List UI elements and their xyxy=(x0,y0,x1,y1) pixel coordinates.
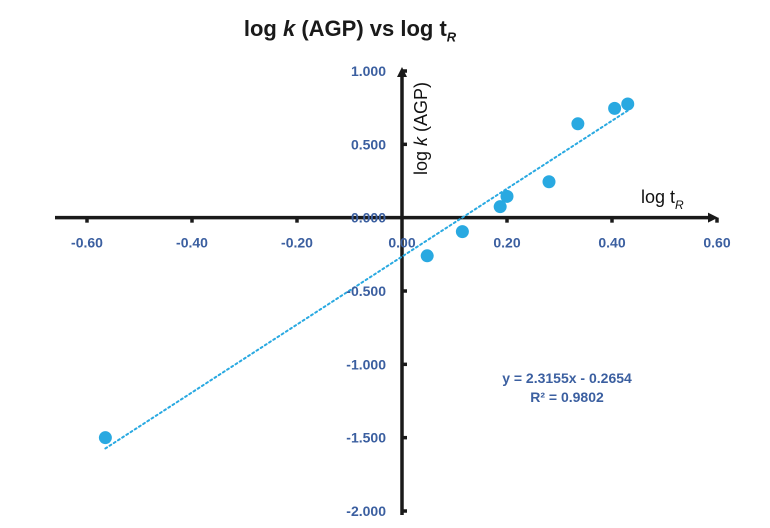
y-tick-label: -1.000 xyxy=(346,356,386,372)
y-tick-label: -2.000 xyxy=(346,503,386,519)
data-point xyxy=(500,189,514,203)
r-squared-label: R² = 0.9802 xyxy=(530,389,604,405)
x-tick-label: -0.20 xyxy=(281,235,313,251)
chart-title: log k (AGP) vs log tR xyxy=(243,16,457,45)
y-tick-label: -0.500 xyxy=(346,283,386,299)
x-tick-label: 0.00 xyxy=(388,235,415,251)
y-tick-label: 1.000 xyxy=(351,63,386,79)
x-axis-label: log tR xyxy=(641,187,684,212)
trendline xyxy=(104,109,629,450)
x-tick-label: -0.40 xyxy=(176,235,208,251)
data-point xyxy=(98,431,112,445)
data-point xyxy=(493,200,507,214)
x-tick-label: -0.60 xyxy=(71,235,103,251)
data-point xyxy=(571,117,585,131)
y-tick-label: -1.500 xyxy=(346,430,386,446)
regression-equation: y = 2.3155x - 0.2654 xyxy=(502,370,632,386)
x-tick-label: 0.20 xyxy=(493,235,520,251)
x-tick-label: 0.40 xyxy=(598,235,625,251)
data-point xyxy=(621,97,635,111)
y-axis-label: log k (AGP) xyxy=(411,82,431,175)
data-point xyxy=(608,101,622,115)
data-point xyxy=(455,225,469,239)
x-tick-label: 0.60 xyxy=(703,235,730,251)
data-point xyxy=(420,249,434,263)
y-tick-label: 0.500 xyxy=(351,136,386,152)
y-tick-label: 0.000 xyxy=(351,210,386,226)
data-point xyxy=(542,175,556,189)
